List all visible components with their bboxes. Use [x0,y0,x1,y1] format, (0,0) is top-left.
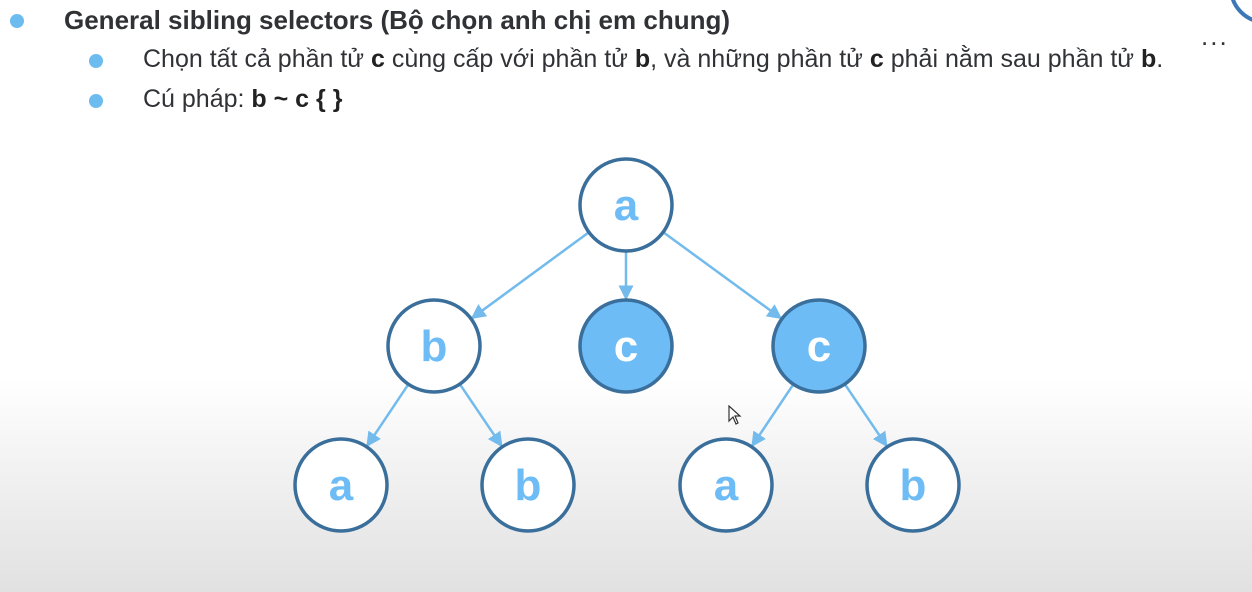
tree-edge-child-c-2-to-grandchild-a-2 [751,383,795,448]
description-bold-2: b [634,45,651,73]
tree-node-grandchild-b-2: b [865,437,961,533]
tree-edge-child-b-to-grandchild-a-1 [366,383,410,448]
tree-node-circle-grandchild-b-2 [865,437,961,533]
tree-node-circle-child-c-1 [578,298,674,394]
description-part-3: , và những phần tử [650,45,870,73]
tree-node-child-b: b [386,298,482,394]
tree-node-circle-grandchild-b-1 [480,437,576,533]
description-part-2: cùng cấp với phần tử [384,45,635,73]
mouse-cursor-icon [728,405,742,425]
description-bold-4: b [1140,45,1157,73]
description-part-4: phải nằm sau phần tử [883,45,1141,73]
tree-node-grandchild-a-1: a [293,437,389,533]
tree-edge-child-c-2-to-grandchild-b-2 [843,383,888,448]
tree-node-label-grandchild-a-1: a [329,461,354,510]
tree-node-circle-grandchild-a-1 [293,437,389,533]
tree-edge-root-a-to-child-c-2 [662,231,783,320]
bullet-dot-icon [10,14,24,28]
tree-node-label-grandchild-b-2: b [900,461,927,510]
tree-node-circle-grandchild-a-2 [678,437,774,533]
tree-node-label-child-c-1: c [614,322,638,371]
bullet-dot-icon [89,54,103,68]
tree-node-label-child-b: b [421,322,448,371]
syntax-code: b ~ c { } [251,85,343,113]
tree-node-child-c-2: c [771,298,867,394]
description-bold-3: c [869,45,884,73]
tree-node-label-grandchild-b-1: b [515,461,542,510]
tree-edge-child-b-to-grandchild-b-1 [458,383,503,448]
bullet-syntax: Cú pháp: b ~ c { } [89,85,343,114]
description-bold-1: c [371,45,385,73]
tree-node-root-a: a [578,157,674,253]
tree-node-circle-child-c-2 [771,298,867,394]
tree-node-grandchild-a-2: a [678,437,774,533]
bullet-general-sibling-title: General sibling selectors (Bộ chọn anh c… [10,5,731,36]
bullet-title-text: General sibling selectors (Bộ chọn anh c… [64,5,731,35]
syntax-label: Cú pháp: [143,85,252,113]
tree-node-circle-root-a [578,157,674,253]
tree-node-label-root-a: a [614,181,639,230]
bullet-dot-icon [89,94,103,108]
bullet-description: Chọn tất cả phần tử c cùng cấp với phần … [89,45,1164,74]
tree-node-label-grandchild-a-2: a [714,461,739,510]
tree-node-child-c-1: c [578,298,674,394]
tree-node-grandchild-b-1: b [480,437,576,533]
tree-node-label-child-c-2: c [807,322,831,371]
tree-node-circle-child-b [386,298,482,394]
more-dots-icon[interactable]: ... [1201,21,1229,51]
description-part-1: Chọn tất cả phần tử [143,45,371,73]
description-part-5: . [1156,45,1164,73]
tree-edge-root-a-to-child-b [470,231,590,320]
